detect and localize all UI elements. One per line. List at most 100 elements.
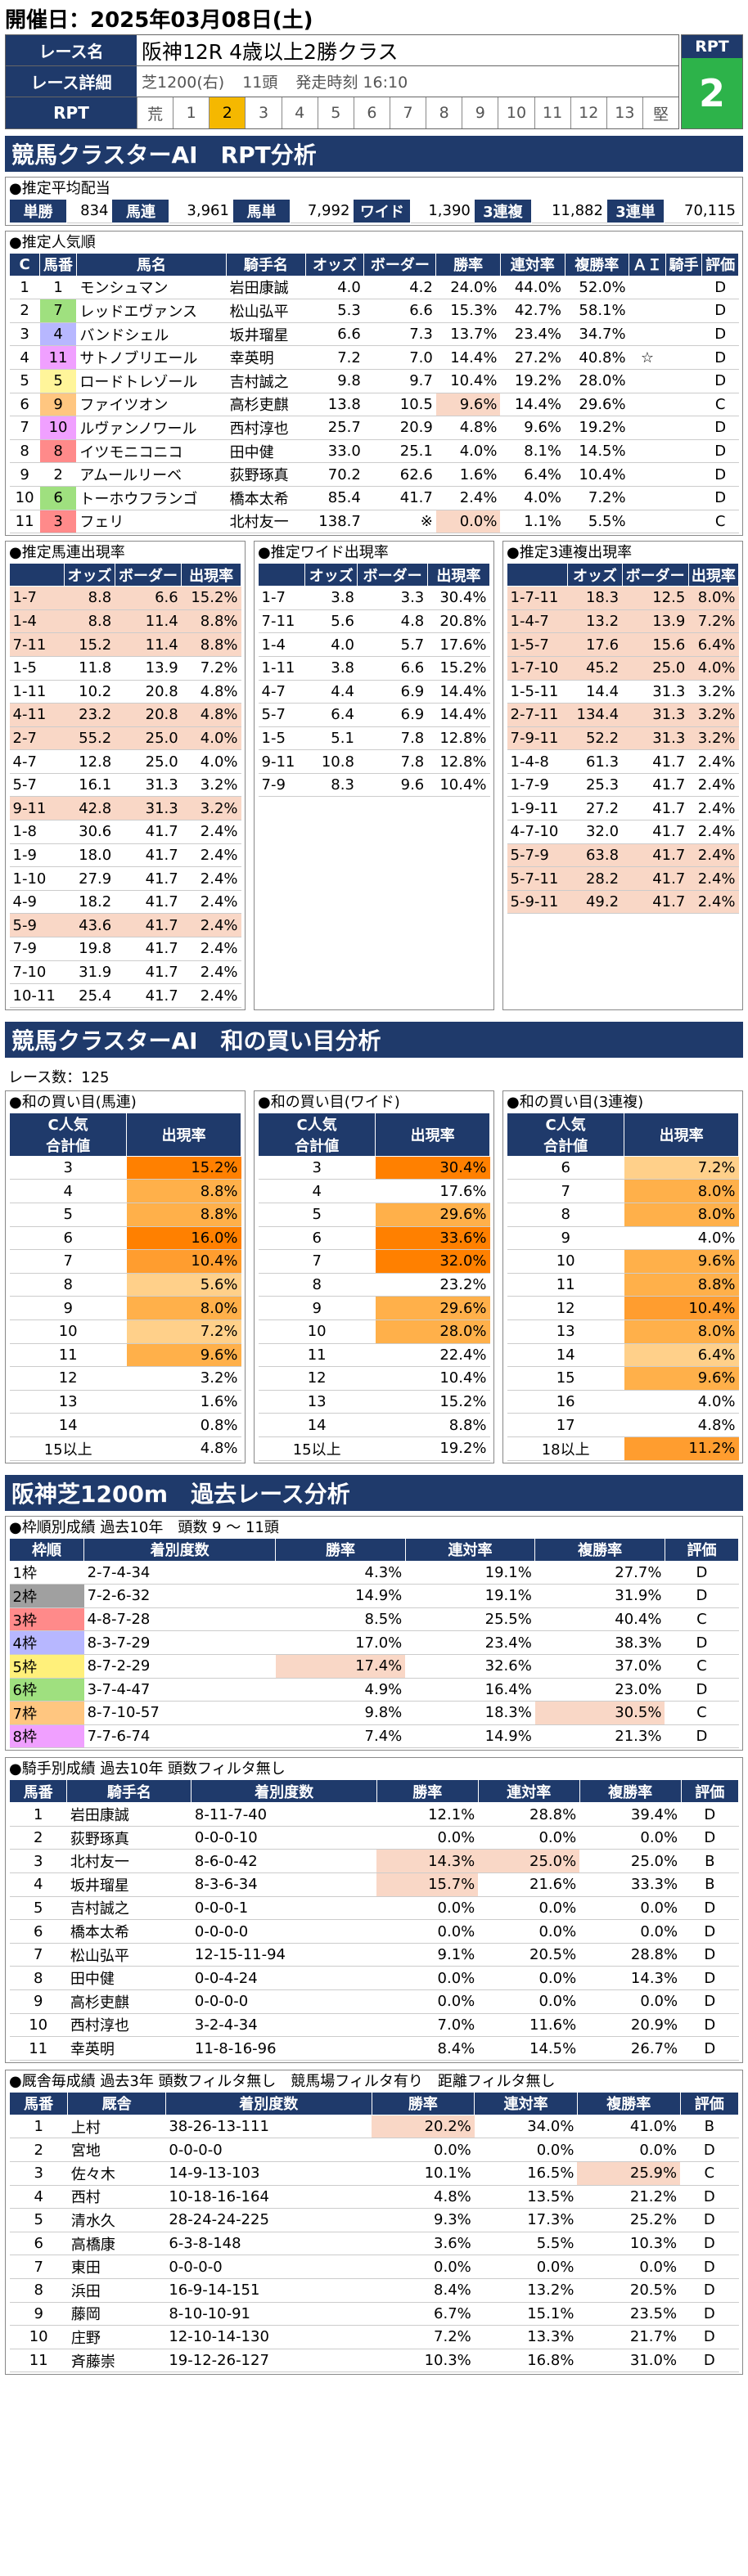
umaren-cell: 19.8: [64, 937, 115, 961]
jockeys-cell: 0.0%: [376, 1826, 479, 1850]
wa_3f-rate: 8.8%: [624, 1273, 739, 1297]
frames-cell: 17.0%: [275, 1630, 406, 1655]
frames-cell: D: [665, 1630, 739, 1655]
wa_3f-sum: 16: [507, 1390, 624, 1414]
jockeys-cell: D: [681, 1989, 739, 2014]
popular-cell: [665, 345, 702, 370]
popular-cell: 40.8%: [565, 345, 629, 370]
race-start: 発走時刻 16:10: [295, 74, 408, 92]
sanrenpuku-cell: 31.3: [622, 703, 689, 727]
trainers-cell: 佐々木: [67, 2161, 166, 2186]
race-count: 11頭: [242, 74, 278, 92]
rpt-scale-cell: 4: [281, 97, 318, 128]
umaren-cell: 2.4%: [181, 913, 241, 938]
wide-cell: 4.4: [304, 680, 358, 704]
wa_wide-sum: 6: [258, 1226, 376, 1251]
sanrenpuku-cell: 1-7-10: [507, 656, 568, 681]
jockeys-cell: 25.0%: [478, 1849, 580, 1874]
jockeys-cell: D: [681, 2036, 739, 2061]
wa_umaren-row: 7 10.4%: [9, 1249, 241, 1274]
wa_wide-header-sum: C人気 合計値: [257, 1112, 376, 1157]
date-header: 開催日：2025年03月08日(土): [5, 8, 313, 33]
wide-row: 7-9 8.3 9.6 10.4%: [258, 773, 490, 798]
trainers-cell: 16.8%: [474, 2349, 578, 2373]
rpt-box: RPT 2: [681, 34, 743, 129]
wa_3f-row: 9 4.0%: [507, 1226, 739, 1251]
umaren-cell: 4.0%: [181, 726, 241, 751]
jockeys-cell: 0.0%: [376, 1989, 479, 2014]
popular-cell: 85.4: [305, 486, 364, 510]
sanrenpuku-cell: 5-7-11: [507, 866, 568, 891]
umaren-cell: 10.2: [64, 680, 115, 704]
wa_3f-row: 6 7.2%: [507, 1156, 739, 1180]
wide-row: 7-11 5.6 4.8 20.8%: [258, 609, 490, 634]
wa_wide-sum: 9: [258, 1296, 376, 1320]
trainers-cell: 8: [9, 2278, 68, 2303]
wa_umaren-rate: 15.2%: [126, 1156, 241, 1180]
trainers-cell: 9: [9, 2302, 68, 2326]
wa_umaren-row: 12 3.2%: [9, 1366, 241, 1391]
trainers-cell: 5: [9, 2208, 68, 2232]
trainers-cell: 0.0%: [577, 2138, 681, 2162]
sanrenpuku-cell: 2.4%: [688, 749, 739, 774]
frames-cell: 2枠: [9, 1584, 84, 1608]
wa-umaren-title: ●和の買い目(馬連): [9, 1093, 137, 1111]
trainers-cell: 西村: [67, 2185, 166, 2210]
sanrenpuku-cell: 1-4-8: [507, 749, 568, 774]
jockeys-cell: 0.0%: [579, 1896, 682, 1921]
umaren-cell: 18.2: [64, 890, 115, 915]
jockeys-cell: 11-8-16-96: [191, 2036, 377, 2061]
sanrenpuku-cell: 41.7: [622, 773, 689, 798]
wide-cell: 30.4%: [427, 586, 490, 610]
trainers-cell: 28-24-24-225: [165, 2208, 372, 2232]
umaren-cell: 2-7: [9, 726, 65, 751]
rpt-scale-cell: 1: [173, 97, 209, 128]
popular-cell: [629, 393, 666, 417]
sanrenpuku-header: オッズ: [567, 563, 623, 587]
frames-cell: 3枠: [9, 1607, 84, 1632]
jockeys-cell: 0.0%: [478, 1989, 580, 2014]
wa_3f-row: 12 10.4%: [507, 1296, 739, 1320]
frames-cell: 18.3%: [405, 1701, 535, 1725]
wide-cell: 6.9: [357, 680, 428, 704]
section-title-wa: 競馬クラスターAI 和の買い目分析: [5, 1021, 743, 1058]
popular-title: ●推定人気順: [9, 233, 96, 251]
popular-header: 騎手名: [226, 252, 306, 276]
umaren-cell: 25.0: [115, 749, 182, 774]
wa_umaren-rate: 8.8%: [126, 1179, 241, 1203]
sanrenpuku-cell: 7-9-11: [507, 726, 568, 751]
popular-cell: [629, 299, 666, 323]
umaren-cell: 41.7: [115, 820, 182, 844]
trainers-cell: 0.0%: [474, 2138, 578, 2162]
frames-cell: 23.4%: [405, 1630, 535, 1655]
trainers-cell: 21.7%: [577, 2325, 681, 2349]
trainers-cell: 3: [9, 2161, 68, 2186]
wa_umaren-rate: 3.2%: [126, 1366, 241, 1391]
sanrenpuku-cell: 41.7: [622, 820, 689, 844]
jockeys-cell: D: [681, 1826, 739, 1850]
trainers-cell: 10.1%: [372, 2161, 475, 2186]
trainers-cell: D: [680, 2185, 739, 2210]
trainers-cell: 15.1%: [474, 2302, 578, 2326]
frames-row: 1枠 2-7-4-34 4.3% 19.1% 27.7% D: [9, 1561, 739, 1585]
popular-cell: [629, 369, 666, 393]
sanrenpuku-row: 1-7-9 25.3 41.7 2.4%: [507, 773, 739, 798]
popular-cell: 2.4%: [435, 486, 501, 510]
wa_umaren-header-rate: 出現率: [126, 1112, 241, 1157]
wide-box: ●推定ワイド出現率 オッズ ボーダー 出現率 1-7 3.8 3.3 30.4% 7-11 5.6…: [254, 541, 494, 1010]
jockeys-cell: 1: [9, 1802, 67, 1827]
trainers-cell: 0.0%: [372, 2138, 475, 2162]
wide-cell: 6.9: [357, 703, 428, 727]
frames-cell: 16.4%: [405, 1678, 535, 1702]
section-title-past: 阪神芝1200m 過去レース分析: [5, 1474, 743, 1511]
sanrenpuku-cell: 1-9-11: [507, 796, 568, 821]
jockeys-cell: 0.0%: [376, 1919, 479, 1944]
wa_3f-sum: 14: [507, 1343, 624, 1368]
sanrenpuku-cell: 41.7: [622, 749, 689, 774]
umaren-cell: 1-11: [9, 680, 65, 704]
sanrenpuku-cell: 6.4%: [688, 632, 739, 657]
frames-cell: 4枠: [9, 1630, 84, 1655]
jockeys-cell: 9: [9, 1989, 67, 2014]
sanrenpuku-row: 1-7-11 18.3 12.5 8.0%: [507, 586, 739, 610]
popular-cell: イツモニコニコ: [76, 439, 227, 464]
